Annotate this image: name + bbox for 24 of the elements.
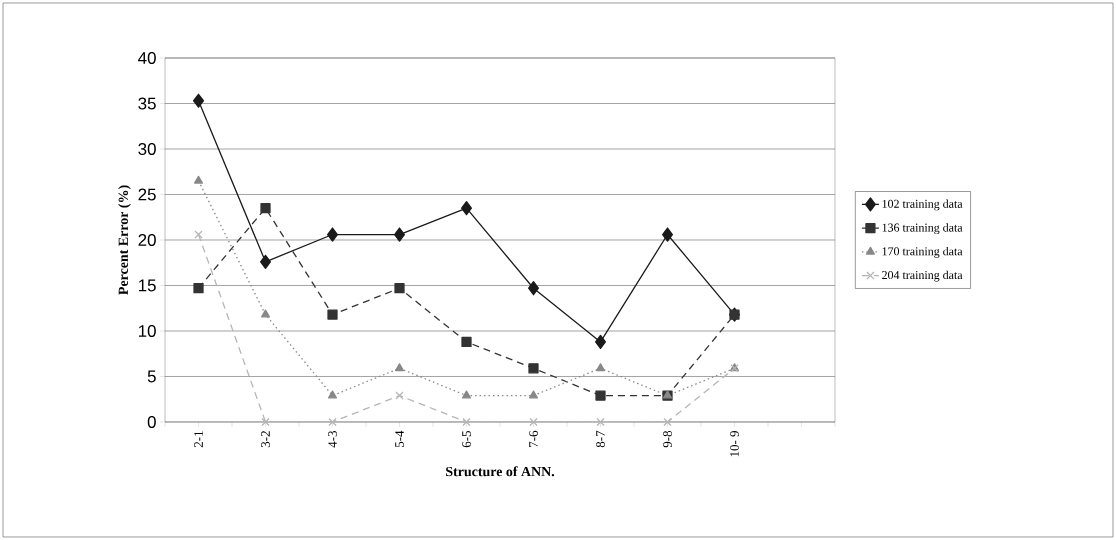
x-tick-label: 4-3: [328, 430, 337, 448]
x-tick-label: 9-8: [663, 430, 672, 448]
x-tick-label: 7-6: [529, 430, 538, 447]
y-tick-label: 30: [138, 142, 156, 155]
legend-label: 136 training data: [882, 223, 963, 235]
x-tick-label: 10- 9: [730, 431, 739, 457]
y-tick-label: 5: [147, 370, 156, 383]
y-axis-title: Percent Error (%): [118, 185, 131, 295]
y-tick-label: 25: [138, 188, 156, 201]
y-tick-label: 0: [147, 415, 156, 428]
y-tick-label: 35: [138, 97, 156, 110]
x-tick-label: 3-2: [261, 431, 270, 448]
x-tick-label: 8-7: [596, 430, 605, 448]
x-tick-label: 2-1: [194, 431, 203, 448]
y-tick-label: 20: [138, 233, 156, 246]
legend-label: 204 training data: [882, 270, 963, 282]
x-tick-label: 5-4: [395, 430, 404, 447]
y-tick-label: 10: [138, 324, 156, 337]
y-tick-label: 15: [138, 279, 156, 292]
y-tick-label: 40: [138, 51, 156, 64]
x-axis-title: Structure of ANN.: [446, 466, 555, 477]
legend-label: 170 training data: [882, 246, 963, 258]
x-tick-label: 6-5: [462, 430, 471, 448]
legend-label: 102 training data: [882, 199, 963, 211]
